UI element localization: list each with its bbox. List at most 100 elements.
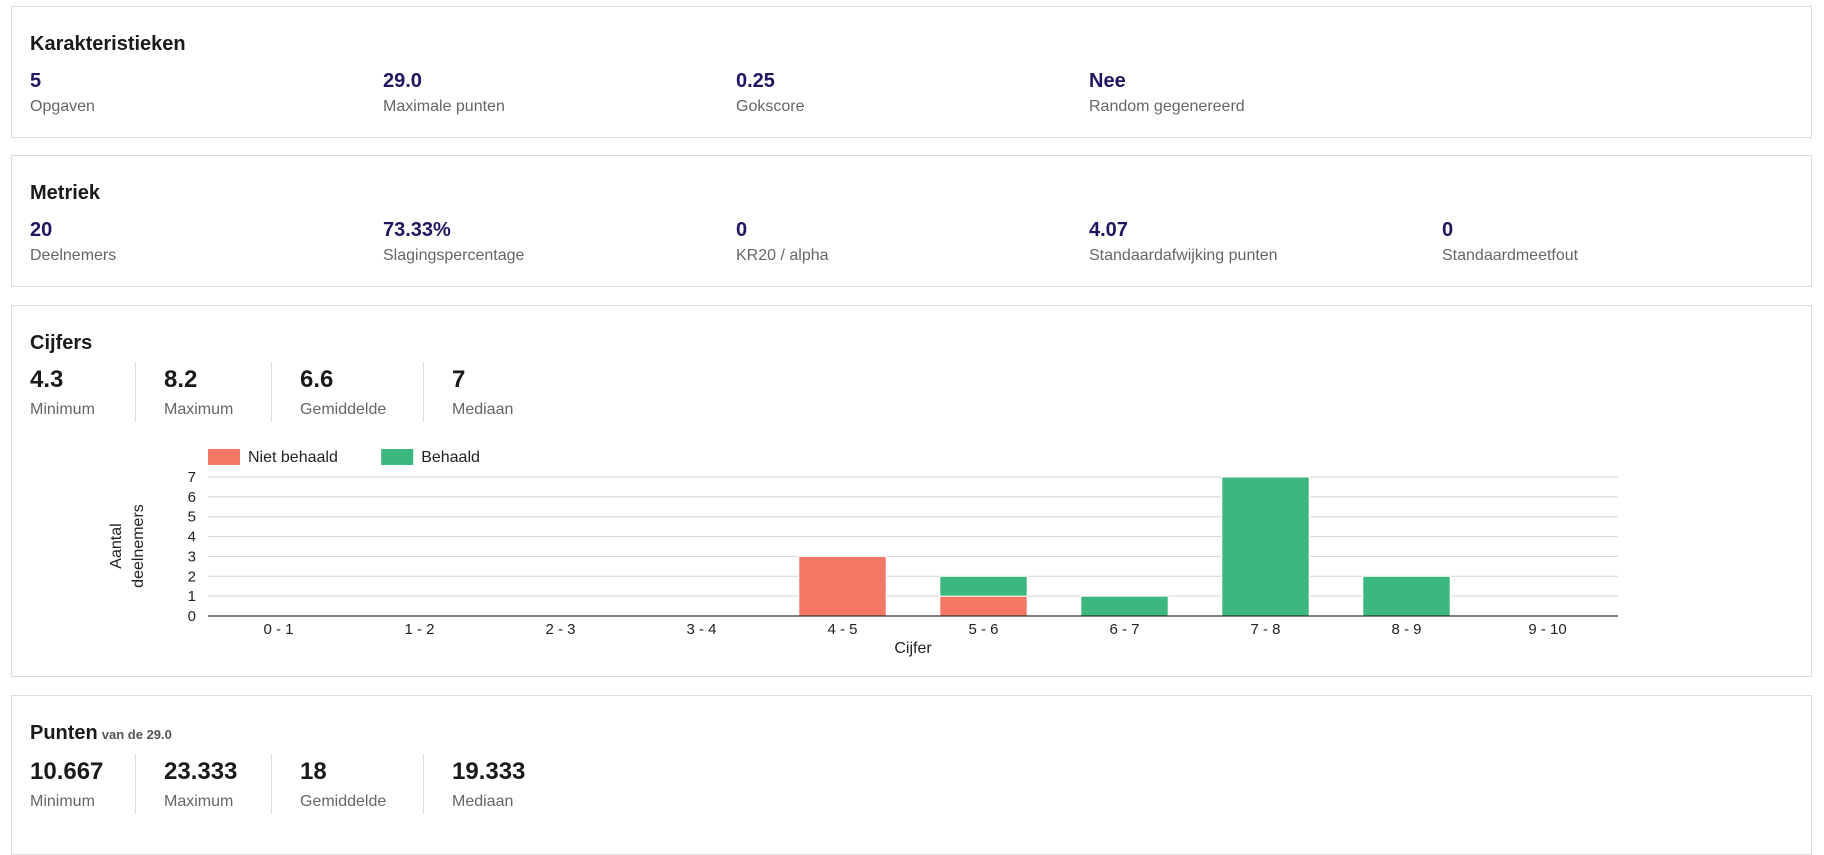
stat-value: 19.333 [452,758,526,785]
cijfers-card: Cijfers 4.3 Minimum 8.2 Maximum 6.6 Gemi… [11,305,1812,677]
y-tick-label: 7 [188,469,196,486]
punten-card: Punten van de 29.0 10.667 Minimum 23.333 … [11,695,1812,855]
karakteristieken-card: Karakteristieken 5 Opgaven 29.0 Maximale… [11,6,1812,138]
stat-punten-maximum: 23.333 Maximum [164,758,237,812]
stat-label: Standaardmeetfout [1442,247,1579,264]
legend-label: Behaald [421,449,480,466]
stat-label: Gokscore [736,98,805,115]
x-tick-label: 0 - 1 [263,621,293,638]
chart-bars [798,476,1451,617]
stat-value: 20 [30,219,53,241]
bar [939,595,1028,617]
bar [1362,575,1451,617]
stat-value: 7 [452,366,466,393]
punten-title-text: Punten [30,722,98,744]
x-tick-label: 2 - 3 [545,621,575,638]
legend-swatch [381,449,414,465]
x-tick-label: 7 - 8 [1250,621,1280,638]
stat-value: 73.33% [383,219,451,241]
bar [1221,476,1310,617]
stat-value: 4.3 [30,366,64,393]
y-tick-label: 1 [188,588,196,605]
stat-label: Maximale punten [383,98,505,115]
stat-opgaven: 5 Opgaven [30,69,95,117]
stat-cijfer-gemiddelde: 6.6 Gemiddelde [300,366,386,420]
stat-value: 8.2 [164,366,198,393]
stat-divider [271,362,272,422]
stat-label: Deelnemers [30,247,117,264]
y-tick-label: 0 [188,608,196,625]
stat-cijfer-minimum: 4.3 Minimum [30,366,95,420]
stat-label: Standaardafwijking punten [1089,247,1278,264]
y-tick-label: 3 [188,548,196,565]
stat-value: 5 [30,70,42,92]
x-tick-label: 9 - 10 [1528,621,1566,638]
punten-subtitle: van de 29.0 [101,727,172,742]
bar [798,555,887,617]
stat-divider [423,362,424,422]
x-tick-label: 3 - 4 [686,621,716,638]
chart-axes: 0 1 2 3 4 5 6 7 0 - 1 1 - 2 2 - 3 3 - 4 4 - 5 5 - 6 6 … [188,469,1618,638]
stat-random-gegenereerd: Nee Random gegenereerd [1089,69,1245,117]
stat-maximale-punten: 29.0 Maximale punten [383,69,505,117]
y-axis-title-line: deelnemers [130,504,147,588]
stat-label: Gemiddelde [300,793,387,810]
y-axis-title: Aantal deelnemers [108,504,147,588]
stat-label: Minimum [30,793,95,810]
stat-cijfer-mediaan: 7 Mediaan [452,366,513,420]
x-axis-title: Cijfer [894,640,932,657]
x-tick-label: 4 - 5 [827,621,857,638]
stat-label: Gemiddelde [300,401,387,418]
stat-label: Maximum [164,793,234,810]
metriek-title: Metriek [30,182,101,204]
y-axis-title-line: Aantal [108,523,125,568]
stat-value: 0 [1442,219,1454,241]
stat-punten-minimum: 10.667 Minimum [30,758,103,812]
cijfers-bar-chart: 0 1 2 3 4 5 6 7 0 - 1 1 - 2 2 - 3 3 - 4 4 - 5 5 - 6 6 … [108,449,1618,657]
stat-label: Mediaan [452,793,514,810]
stat-value: 6.6 [300,366,334,393]
stat-label: Maximum [164,401,234,418]
stat-value: 18 [300,758,327,785]
stat-value: 29.0 [383,70,422,92]
stat-label: Mediaan [452,401,514,418]
stat-value: 0.25 [736,70,775,92]
punten-title: Punten van de 29.0 [30,722,172,745]
stat-slagingspercentage: 73.33% Slagingspercentage [383,218,524,266]
karakteristieken-title: Karakteristieken [30,33,186,55]
stat-punten-gemiddelde: 18 Gemiddelde [300,758,386,812]
stat-label: Slagingspercentage [383,247,525,264]
x-tick-label: 8 - 9 [1391,621,1421,638]
stat-divider [135,754,136,814]
stat-label: Random gegenereerd [1089,98,1245,115]
stat-label: Opgaven [30,98,95,115]
y-tick-label: 4 [188,529,196,546]
stat-value: 10.667 [30,758,104,785]
bar [1080,595,1169,617]
cijfers-title: Cijfers [30,332,93,354]
y-tick-label: 2 [188,568,196,585]
x-tick-label: 6 - 7 [1109,621,1139,638]
stat-gokscore: 0.25 Gokscore [736,69,804,117]
y-tick-label: 5 [188,509,196,526]
y-tick-label: 6 [188,489,196,506]
stat-divider [135,362,136,422]
stat-label: KR20 / alpha [736,247,829,264]
stat-value: 23.333 [164,758,238,785]
stat-divider [423,754,424,814]
x-tick-label: 1 - 2 [404,621,434,638]
chart-legend: Niet behaald Behaald [208,449,480,466]
stat-punten-mediaan: 19.333 Mediaan [452,758,525,812]
stat-value: 4.07 [1089,219,1128,241]
stat-standaardafwijking: 4.07 Standaardafwijking punten [1089,218,1278,266]
stat-deelnemers: 20 Deelnemers [30,218,116,266]
bar [939,575,1028,597]
stat-label: Minimum [30,401,95,418]
stat-standaardmeetfout: 0 Standaardmeetfout [1442,218,1578,266]
stat-kr20-alpha: 0 KR20 / alpha [736,218,829,266]
legend-swatch [208,449,240,465]
legend-label: Niet behaald [248,449,338,466]
x-tick-label: 5 - 6 [968,621,998,638]
stat-value: Nee [1089,70,1126,92]
stat-divider [271,754,272,814]
